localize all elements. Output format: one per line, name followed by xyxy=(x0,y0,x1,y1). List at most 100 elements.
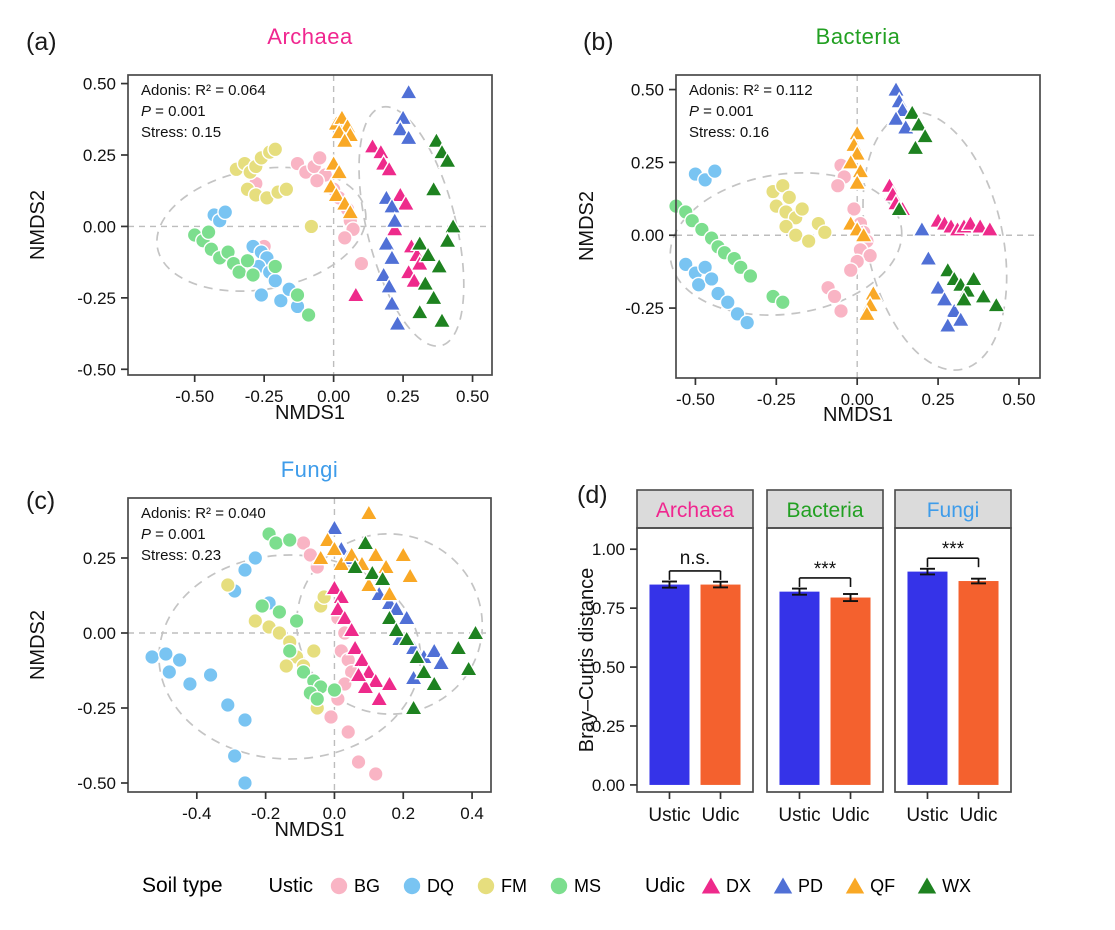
data-point-DX xyxy=(331,587,352,605)
x-axis-tick-label: 0.00 xyxy=(317,387,350,406)
x-tick-label-Ustic: Ustic xyxy=(648,805,690,826)
braycurtis-bar-chart: Archaea n.s. Ustic Udic 0.00 0.25 0.50 0.75 1.00… xyxy=(592,489,1012,826)
data-point-WX xyxy=(429,256,450,274)
legend-item-DQ: DQ xyxy=(402,876,454,897)
data-point-DQ xyxy=(236,712,253,729)
data-point-WX xyxy=(379,608,400,626)
data-point-DX xyxy=(404,271,425,289)
data-point-DX xyxy=(409,253,430,271)
data-point-QF xyxy=(341,545,362,563)
circle-marker-DQ xyxy=(403,877,421,895)
data-point-BG xyxy=(826,288,843,305)
data-point-QF xyxy=(340,202,361,220)
plot-title-archaea: Archaea xyxy=(267,24,353,49)
data-point-BG xyxy=(323,709,340,726)
data-point-PD xyxy=(376,233,397,251)
data-point-QF xyxy=(400,566,420,584)
panel-b-bacteria: -0.50 -0.25 0.00 0.25 0.50 0.50 0.25 0.00 -0.25 … xyxy=(557,0,1115,445)
data-point-WX xyxy=(963,269,984,287)
data-point-DQ xyxy=(219,696,236,713)
data-point-DQ xyxy=(253,287,270,304)
panel-c-fungi: -0.4 -0.2 0.0 0.2 0.4 0.25 0.00 -0.25 -0.50 Fung… xyxy=(0,445,557,860)
data-point-DQ xyxy=(226,748,243,765)
data-point-FM xyxy=(247,612,264,629)
data-point-MS xyxy=(774,294,791,311)
data-point-BG xyxy=(336,229,353,246)
data-point-QF xyxy=(376,557,396,575)
x-axis-tick-label: 0.25 xyxy=(922,390,955,409)
data-point-WX xyxy=(403,698,424,716)
panel-label-c: (c) xyxy=(26,487,56,515)
legend-item-label: DQ xyxy=(427,875,455,896)
data-point-MS xyxy=(267,534,284,551)
data-point-MS xyxy=(742,268,759,285)
data-point-WX xyxy=(986,295,1007,313)
y-axis-label-b: NMDS2 xyxy=(576,191,598,262)
data-point-DX xyxy=(379,674,400,692)
data-point-FM xyxy=(794,201,811,218)
data-point-WX xyxy=(973,286,994,304)
legend-group-udic: Udic DX PD QF WX xyxy=(645,875,1015,898)
data-point-WX xyxy=(409,302,430,320)
data-point-DQ xyxy=(739,314,756,331)
data-point-PD xyxy=(382,293,402,311)
triangle-marker-QF xyxy=(845,877,865,894)
panel-label-a: (a) xyxy=(26,28,57,56)
data-point-DQ xyxy=(181,675,198,692)
adonis-annotation-c: Adonis: R² = 0.040 P = 0.001 Stress: 0.2… xyxy=(141,503,266,566)
legend-item-label: PD xyxy=(798,875,824,896)
data-point-WX xyxy=(905,138,926,156)
data-point-PD xyxy=(386,599,407,617)
data-point-FM xyxy=(781,189,798,206)
panel-d-braycurtis: Archaea n.s. Ustic Udic 0.00 0.25 0.50 0.75 1.00… xyxy=(557,445,1115,860)
legend-item-label: WX xyxy=(942,875,972,896)
significance-Archaea: n.s. xyxy=(680,548,711,569)
data-point-MS xyxy=(326,681,343,698)
data-point-WX xyxy=(908,114,929,132)
data-point-PD xyxy=(928,277,948,296)
data-point-FM xyxy=(800,233,817,250)
data-point-PD xyxy=(396,608,417,626)
y-axis-tick-label: 0.25 xyxy=(83,549,116,568)
x-axis-tick-label: -0.4 xyxy=(182,804,211,823)
bar-Fungi-Ustic xyxy=(907,571,948,785)
x-axis-tick-label: 0.25 xyxy=(387,387,420,406)
adonis-annotation-b: Adonis: R² = 0.112 P = 0.001 Stress: 0.1… xyxy=(689,80,813,143)
x-axis-label-a: NMDS1 xyxy=(274,402,345,424)
data-point-BG xyxy=(353,255,370,272)
panel-a-archaea: -0.50 -0.25 0.00 0.25 0.50 0.50 0.25 0.00 -0.25 -… xyxy=(0,0,557,445)
data-point-FM xyxy=(219,576,236,593)
data-point-DQ xyxy=(267,272,284,289)
data-point-BG xyxy=(845,201,862,218)
data-point-QF xyxy=(331,554,352,572)
y-axis-tick-label: 0.00 xyxy=(83,217,116,236)
annotation-line: Stress: 0.16 xyxy=(689,124,770,141)
x-axis-label-b: NMDS1 xyxy=(822,404,893,426)
y-axis-tick-label: -0.25 xyxy=(77,699,116,718)
facet-border xyxy=(894,527,1012,793)
annotation-line: Stress: 0.23 xyxy=(141,547,222,564)
adonis-annotation-a: Adonis: R² = 0.064 P = 0.001 Stress: 0.1… xyxy=(141,80,266,143)
data-point-QF xyxy=(853,225,874,243)
data-point-DX xyxy=(362,136,383,154)
data-point-DQ xyxy=(217,204,234,221)
facet-border xyxy=(636,527,754,793)
x-axis-tick-label: -0.2 xyxy=(251,804,280,823)
data-point-DX xyxy=(369,689,389,707)
data-point-DX xyxy=(346,285,366,303)
facet-title-Bacteria: Bacteria xyxy=(786,499,863,522)
data-point-WX xyxy=(902,103,923,121)
triangle-marker-WX xyxy=(917,877,937,894)
data-point-BG xyxy=(311,149,328,166)
data-point-DX xyxy=(359,662,379,680)
y-axis-tick-label: -0.50 xyxy=(77,360,116,379)
data-point-WX xyxy=(458,659,479,677)
x-axis-tick-label: -0.50 xyxy=(175,387,214,406)
y-axis-tick-label: -0.50 xyxy=(77,774,116,793)
data-point-BG xyxy=(367,766,384,783)
data-point-PD xyxy=(387,313,408,331)
y-axis-tick-label: 0.00 xyxy=(592,776,625,795)
y-axis-tick-label: 0.25 xyxy=(83,146,116,165)
data-point-MS xyxy=(267,258,284,275)
annotation-line: P = 0.001 xyxy=(689,103,754,120)
